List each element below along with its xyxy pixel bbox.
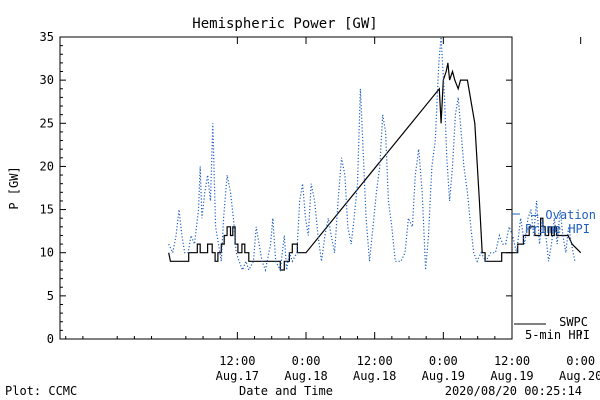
x-axis: 12:00Aug.170:00Aug.1812:00Aug.180:00Aug.…	[65, 37, 600, 383]
footer-left: Plot: CCMC	[5, 384, 77, 398]
series-line-ovation	[168, 36, 576, 273]
x-tick-time-label: 12:00	[494, 354, 530, 368]
x-tick-date-label: Aug.20	[559, 369, 600, 383]
series-group	[168, 36, 582, 273]
y-tick-label: 0	[47, 332, 54, 346]
y-axis: 0 5 10 15 20 25 30 35	[40, 30, 512, 346]
plot-area	[59, 36, 513, 340]
y-tick-label: 25	[40, 116, 54, 130]
chart-title: Hemispheric Power [GW]	[192, 16, 377, 32]
legend-ovation: – Ovation Prime HPI	[525, 208, 596, 236]
y-tick-label: 20	[40, 159, 54, 173]
plot-frame	[59, 36, 513, 340]
x-tick-date-label: Aug.19	[490, 369, 533, 383]
x-tick-date-label: Aug.18	[284, 369, 327, 383]
x-tick-time-label: 0:00	[429, 354, 458, 368]
legend-ovation-line-1: – Ovation	[531, 208, 596, 222]
y-tick-label: 15	[40, 203, 54, 217]
x-tick-date-label: Aug.18	[353, 369, 396, 383]
x-tick-time-label: 0:00	[292, 354, 321, 368]
legend-swpc-line-1: SWPC	[559, 315, 588, 329]
x-tick-date-label: Aug.17	[216, 369, 259, 383]
x-tick-date-label: Aug.19	[422, 369, 465, 383]
y-tick-label: 30	[40, 73, 54, 87]
x-tick-time-label: 0:00	[566, 354, 595, 368]
y-tick-label: 10	[40, 246, 54, 260]
y-tick-label: 35	[40, 30, 54, 44]
legend-ovation-line-2: Prime HPI	[525, 222, 590, 236]
y-axis-label: P [GW]	[7, 166, 21, 209]
x-tick-time-label: 12:00	[357, 354, 393, 368]
legend-swpc: SWPC 5-min HPI	[514, 315, 590, 342]
footer-right: 2020/08/20 00:25:14	[445, 384, 582, 398]
x-tick-time-label: 12:00	[219, 354, 255, 368]
x-axis-label: Date and Time	[239, 384, 333, 398]
series-line-swpc	[168, 62, 582, 271]
legend-swpc-line-2: 5-min HPI	[525, 328, 590, 342]
y-tick-label: 5	[47, 289, 54, 303]
